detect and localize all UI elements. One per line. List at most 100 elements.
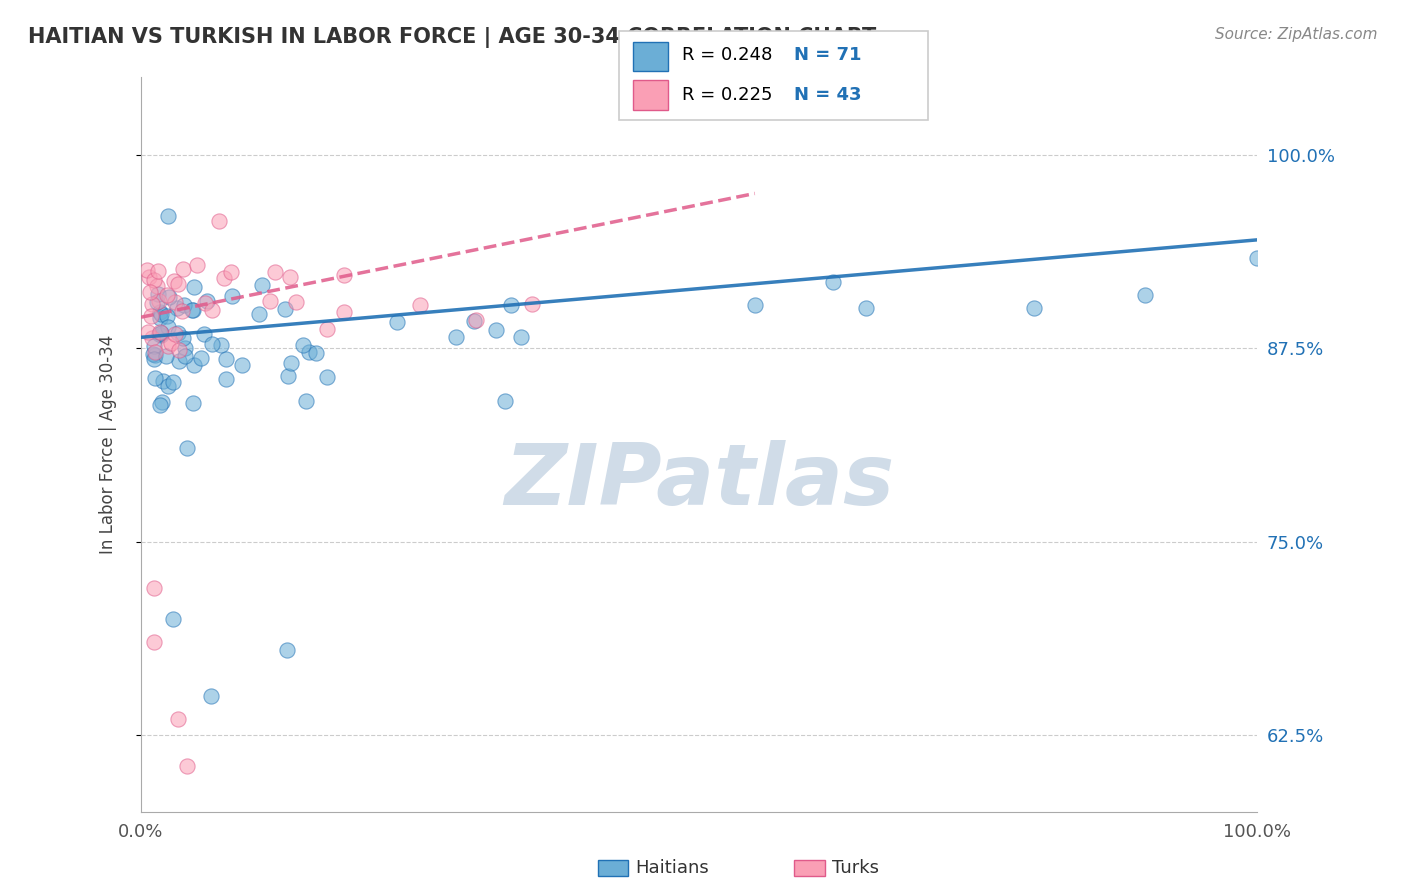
Point [149,398,172,412]
Point [463,314,485,328]
Point [155,350,177,364]
Point [332,268,354,283]
Point [145,295,167,310]
Point [294,394,316,409]
Point [136,326,159,340]
Point [176,441,198,455]
Point [181,302,204,317]
Point [277,369,299,384]
Point [193,326,215,341]
Point [446,330,468,344]
Point [170,304,193,318]
Point [160,335,183,350]
Text: 100.0%: 100.0% [1223,823,1291,841]
Point [247,307,270,321]
Text: Haitians: Haitians [636,859,709,877]
Point [169,343,191,357]
Text: R = 0.225: R = 0.225 [682,87,772,104]
Point [138,269,160,284]
Point [150,308,173,322]
Point [284,295,307,310]
Point [316,369,339,384]
Point [150,326,173,341]
Point [156,309,179,323]
Point [276,642,298,657]
Point [169,354,191,368]
Point [215,372,238,386]
Point [163,295,186,310]
Point [157,379,180,393]
Point [148,264,170,278]
Text: N = 43: N = 43 [794,87,862,104]
Point [1135,288,1157,302]
Point [259,293,281,308]
Point [494,394,516,409]
Point [146,278,169,293]
Point [146,287,169,301]
Point [252,278,274,293]
Point [142,273,165,287]
Point [149,326,172,340]
Text: 0.0%: 0.0% [118,823,163,841]
Point [510,330,533,344]
Point [183,279,205,293]
Point [150,394,173,409]
Point [501,298,523,312]
Point [280,270,302,285]
Point [174,341,197,355]
Point [280,356,302,370]
Point [156,209,179,223]
Point [143,339,166,353]
Point [221,289,243,303]
Point [172,262,194,277]
Point [162,612,184,626]
Point [157,319,180,334]
Point [297,345,319,359]
Text: Source: ZipAtlas.com: Source: ZipAtlas.com [1215,27,1378,42]
Point [172,331,194,345]
Point [163,274,186,288]
Point [167,277,190,291]
Point [186,259,208,273]
Point [821,275,844,289]
Point [190,351,212,366]
Point [855,301,877,315]
Point [149,305,172,319]
Point [143,370,166,384]
Point [200,689,222,703]
Point [156,338,179,352]
Text: N = 71: N = 71 [794,46,862,64]
Text: R = 0.248: R = 0.248 [682,46,772,64]
Point [165,327,187,342]
Point [155,288,177,302]
Point [167,326,190,341]
Point [136,263,159,277]
Point [166,712,188,726]
Point [141,331,163,345]
Point [143,635,166,649]
Point [208,213,231,227]
Point [142,347,165,361]
Y-axis label: In Labor Force | Age 30-34: In Labor Force | Age 30-34 [100,335,117,555]
Point [520,296,543,310]
Point [139,310,162,324]
Point [142,352,165,367]
Point [215,351,238,366]
Point [141,297,163,311]
Point [194,296,217,310]
Point [231,358,253,372]
Point [744,298,766,312]
Point [201,337,224,351]
Point [143,345,166,359]
Point [291,338,314,352]
Text: Turks: Turks [832,859,879,877]
Point [1022,301,1045,316]
Point [150,328,173,343]
Point [181,396,204,410]
Point [148,294,170,309]
Point [143,348,166,362]
Point [174,350,197,364]
Point [148,326,170,341]
Point [181,303,204,318]
Point [385,315,408,329]
